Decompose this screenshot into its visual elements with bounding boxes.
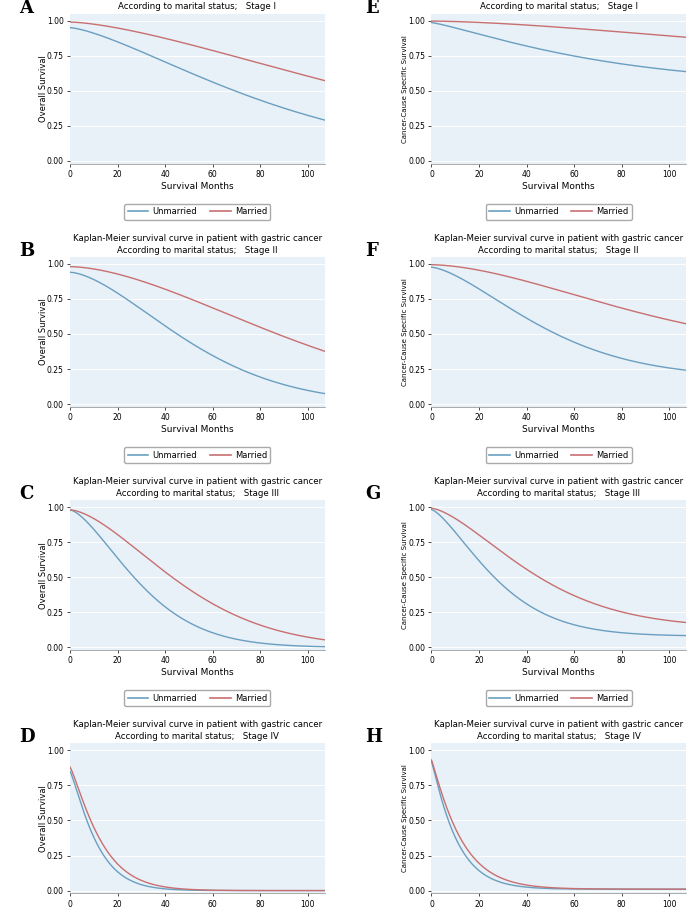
Y-axis label: Overall Survival: Overall Survival (39, 541, 48, 609)
X-axis label: Survival Months: Survival Months (161, 425, 234, 434)
X-axis label: Survival Months: Survival Months (522, 425, 595, 434)
Y-axis label: Cancer-Cause Specific Survival: Cancer-Cause Specific Survival (402, 522, 408, 629)
Title: Kaplan-Meier survival curve in patient with gastric cancer
According to marital : Kaplan-Meier survival curve in patient w… (73, 0, 322, 12)
Title: Kaplan-Meier survival curve in patient with gastric cancer
According to marital : Kaplan-Meier survival curve in patient w… (73, 720, 322, 741)
Title: Kaplan-Meier survival curve in patient with gastric cancer
According to marital : Kaplan-Meier survival curve in patient w… (73, 477, 322, 498)
Y-axis label: Overall Survival: Overall Survival (39, 55, 48, 122)
Text: C: C (19, 485, 34, 503)
Y-axis label: Cancer-Cause Specific Survival: Cancer-Cause Specific Survival (402, 278, 408, 385)
Y-axis label: Overall Survival: Overall Survival (39, 785, 48, 852)
Legend: Unmarried, Married: Unmarried, Married (125, 690, 270, 706)
Title: Kaplan-Meier survival curve in patient with gastric cancer
According to marital : Kaplan-Meier survival curve in patient w… (434, 477, 683, 498)
X-axis label: Survival Months: Survival Months (522, 668, 595, 678)
Legend: Unmarried, Married: Unmarried, Married (125, 447, 270, 463)
Text: F: F (365, 242, 378, 259)
Legend: Unmarried, Married: Unmarried, Married (125, 204, 270, 219)
Title: Kaplan-Meier survival curve in patient with gastric cancer
According to marital : Kaplan-Meier survival curve in patient w… (434, 234, 683, 255)
Y-axis label: Overall Survival: Overall Survival (39, 298, 48, 366)
Title: Kaplan-Meier survival curve in patient with gastric cancer
According to marital : Kaplan-Meier survival curve in patient w… (434, 0, 683, 12)
X-axis label: Survival Months: Survival Months (161, 181, 234, 190)
Text: H: H (365, 728, 382, 746)
Text: B: B (19, 242, 34, 259)
X-axis label: Survival Months: Survival Months (522, 181, 595, 190)
Legend: Unmarried, Married: Unmarried, Married (486, 204, 631, 219)
Legend: Unmarried, Married: Unmarried, Married (486, 447, 631, 463)
Y-axis label: Cancer-Cause Specific Survival: Cancer-Cause Specific Survival (402, 34, 408, 142)
Text: D: D (19, 728, 35, 746)
Y-axis label: Cancer-Cause Specific Survival: Cancer-Cause Specific Survival (402, 765, 408, 873)
Text: G: G (365, 485, 381, 503)
Text: E: E (365, 0, 379, 16)
X-axis label: Survival Months: Survival Months (161, 668, 234, 678)
Title: Kaplan-Meier survival curve in patient with gastric cancer
According to marital : Kaplan-Meier survival curve in patient w… (73, 234, 322, 255)
Legend: Unmarried, Married: Unmarried, Married (486, 690, 631, 706)
Text: A: A (19, 0, 33, 16)
Title: Kaplan-Meier survival curve in patient with gastric cancer
According to marital : Kaplan-Meier survival curve in patient w… (434, 720, 683, 741)
